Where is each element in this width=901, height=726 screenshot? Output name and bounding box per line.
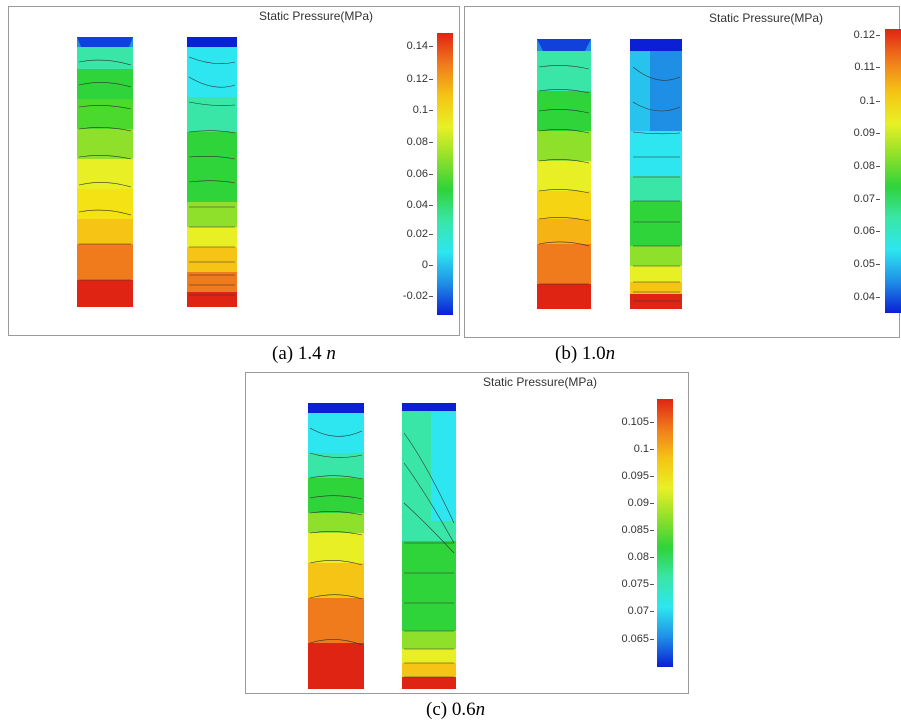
caption-a-prefix: (a) 1.4 [272,343,327,364]
panel-c-tick: 0.085 [601,524,654,536]
panel-c-left-column [308,403,364,689]
panel-b-tick: 0.09 [827,127,880,139]
panel-b-colorbar [885,29,901,313]
panel-a-tick: 0 [380,259,433,271]
caption-c-prefix: (c) 0.6 [426,699,476,720]
panel-b-tick: 0.1 [827,95,880,107]
panel-a-tick: 0.08 [380,136,433,148]
panel-a-contour-plot [77,37,237,307]
caption-c-var: n [475,699,486,720]
panel-a-tick: 0.12 [380,73,433,85]
panel-a-tick: 0.14 [380,40,433,52]
caption-b-var: n [605,343,616,364]
panel-a-title: Static Pressure(MPa) [259,9,374,23]
panel-b-tick: 0.07 [827,193,880,205]
panel-a-tick: -0.02 [380,290,433,302]
panel-c-colorbar [657,399,673,667]
panel-a-tick: 0.04 [380,199,433,211]
panel-b-tick: 0.05 [827,258,880,270]
panel-b-right-column [630,39,682,309]
panel-a-left-column [77,37,133,307]
panel-c-tick: 0.1 [601,443,654,455]
panel-a-tick: 0.02 [380,228,433,240]
panel-b-left-column [537,39,591,309]
panel-c-tick: 0.075 [601,578,654,590]
panel-c-tick: 0.09 [601,497,654,509]
panel-a-tick: 0.1 [380,104,433,116]
caption-a-var: n [326,343,336,364]
panel-b-contour-plot [537,39,682,309]
caption-b: (b) 1.0n [555,343,615,365]
panel-b-tick: 0.11 [827,61,880,73]
panel-a-tick: 0.06 [380,168,433,180]
panel-b-tick: 0.12 [827,29,880,41]
panel-c-right-column [402,403,456,689]
caption-c: (c) 0.6n [426,699,485,721]
panel-a-colorbar [437,33,453,315]
panel-b-tick: 0.08 [827,160,880,172]
panel-c-tick: 0.095 [601,470,654,482]
panel-c: Static Pressure(MPa) [245,372,689,694]
panel-b-title: Static Pressure(MPa) [709,11,824,25]
panel-b-tick: 0.06 [827,225,880,237]
panel-c-tick: 0.07 [601,605,654,617]
panel-c-tick: 0.105 [601,416,654,428]
panel-b-tick: 0.04 [827,291,880,303]
panel-c-contour-plot [308,403,456,689]
panel-b: Static Pressure(MPa) [464,6,901,338]
panel-c-title: Static Pressure(MPa) [483,375,598,389]
panel-c-tick: 0.065 [601,633,654,645]
caption-b-prefix: (b) 1.0 [555,343,606,364]
panel-a: Static Pressure(MPa) [8,6,460,336]
panel-a-right-column [187,37,237,307]
caption-a: (a) 1.4 n [272,343,336,365]
panel-c-tick: 0.08 [601,551,654,563]
